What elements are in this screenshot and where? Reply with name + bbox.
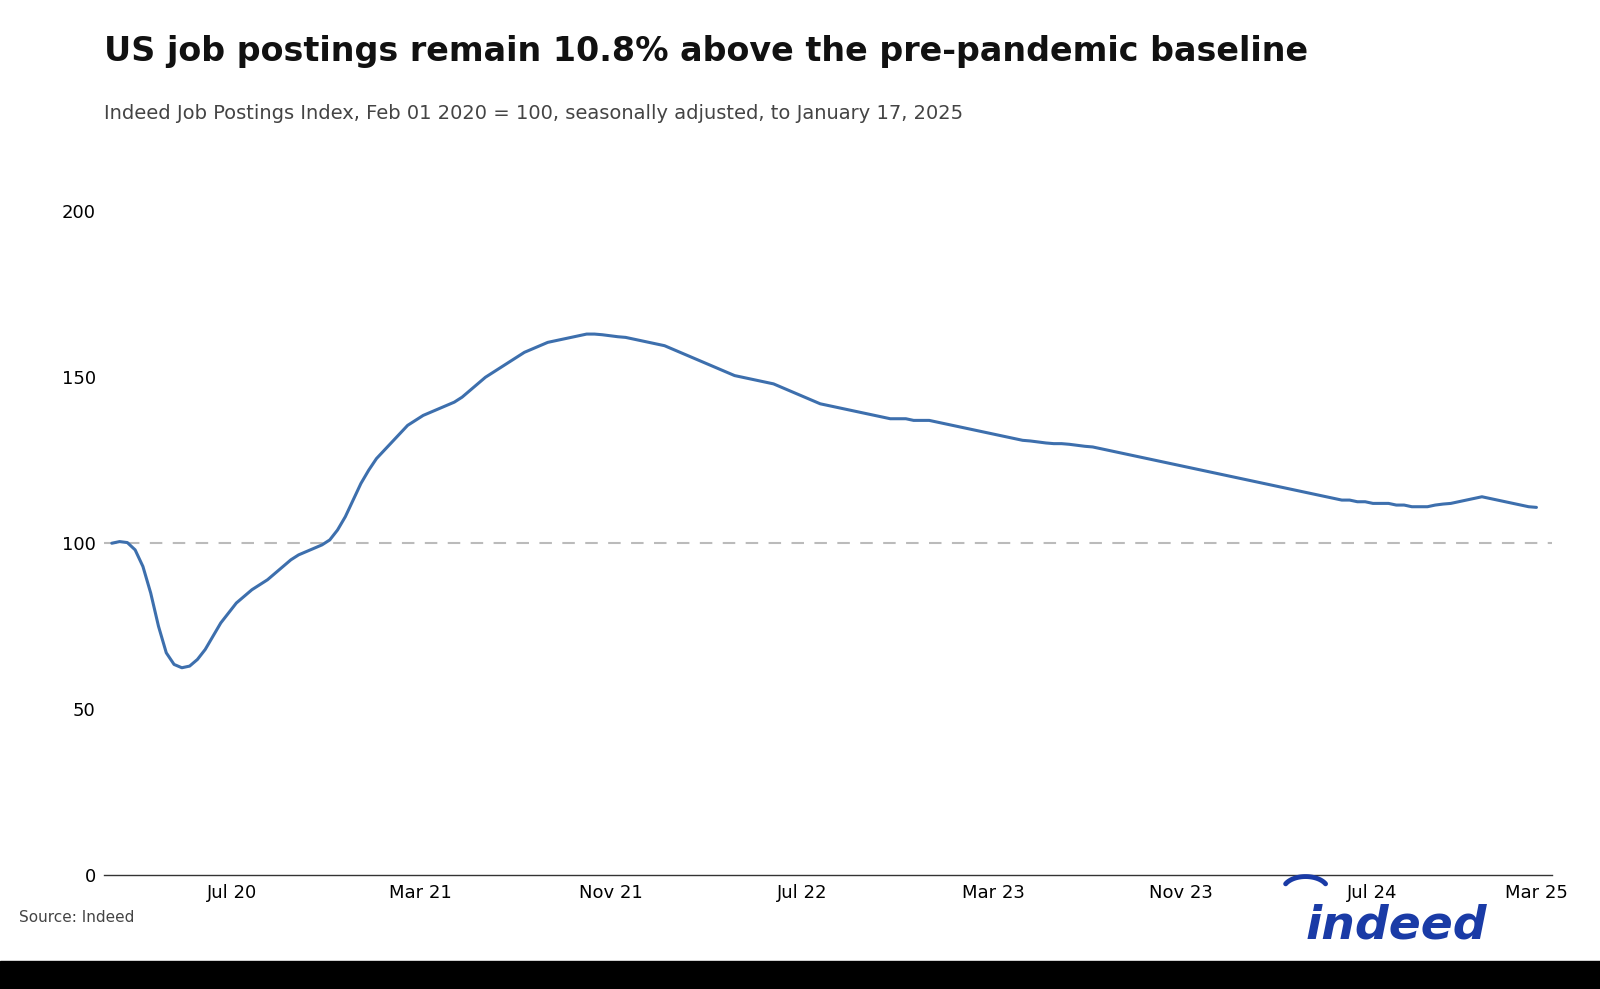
Text: US job postings remain 10.8% above the pre-pandemic baseline: US job postings remain 10.8% above the p… xyxy=(104,35,1309,67)
Text: Indeed Job Postings Index, Feb 01 2020 = 100, seasonally adjusted, to January 17: Indeed Job Postings Index, Feb 01 2020 =… xyxy=(104,104,963,123)
Text: Source: Indeed: Source: Indeed xyxy=(19,910,134,926)
Text: indeed: indeed xyxy=(1306,903,1488,948)
